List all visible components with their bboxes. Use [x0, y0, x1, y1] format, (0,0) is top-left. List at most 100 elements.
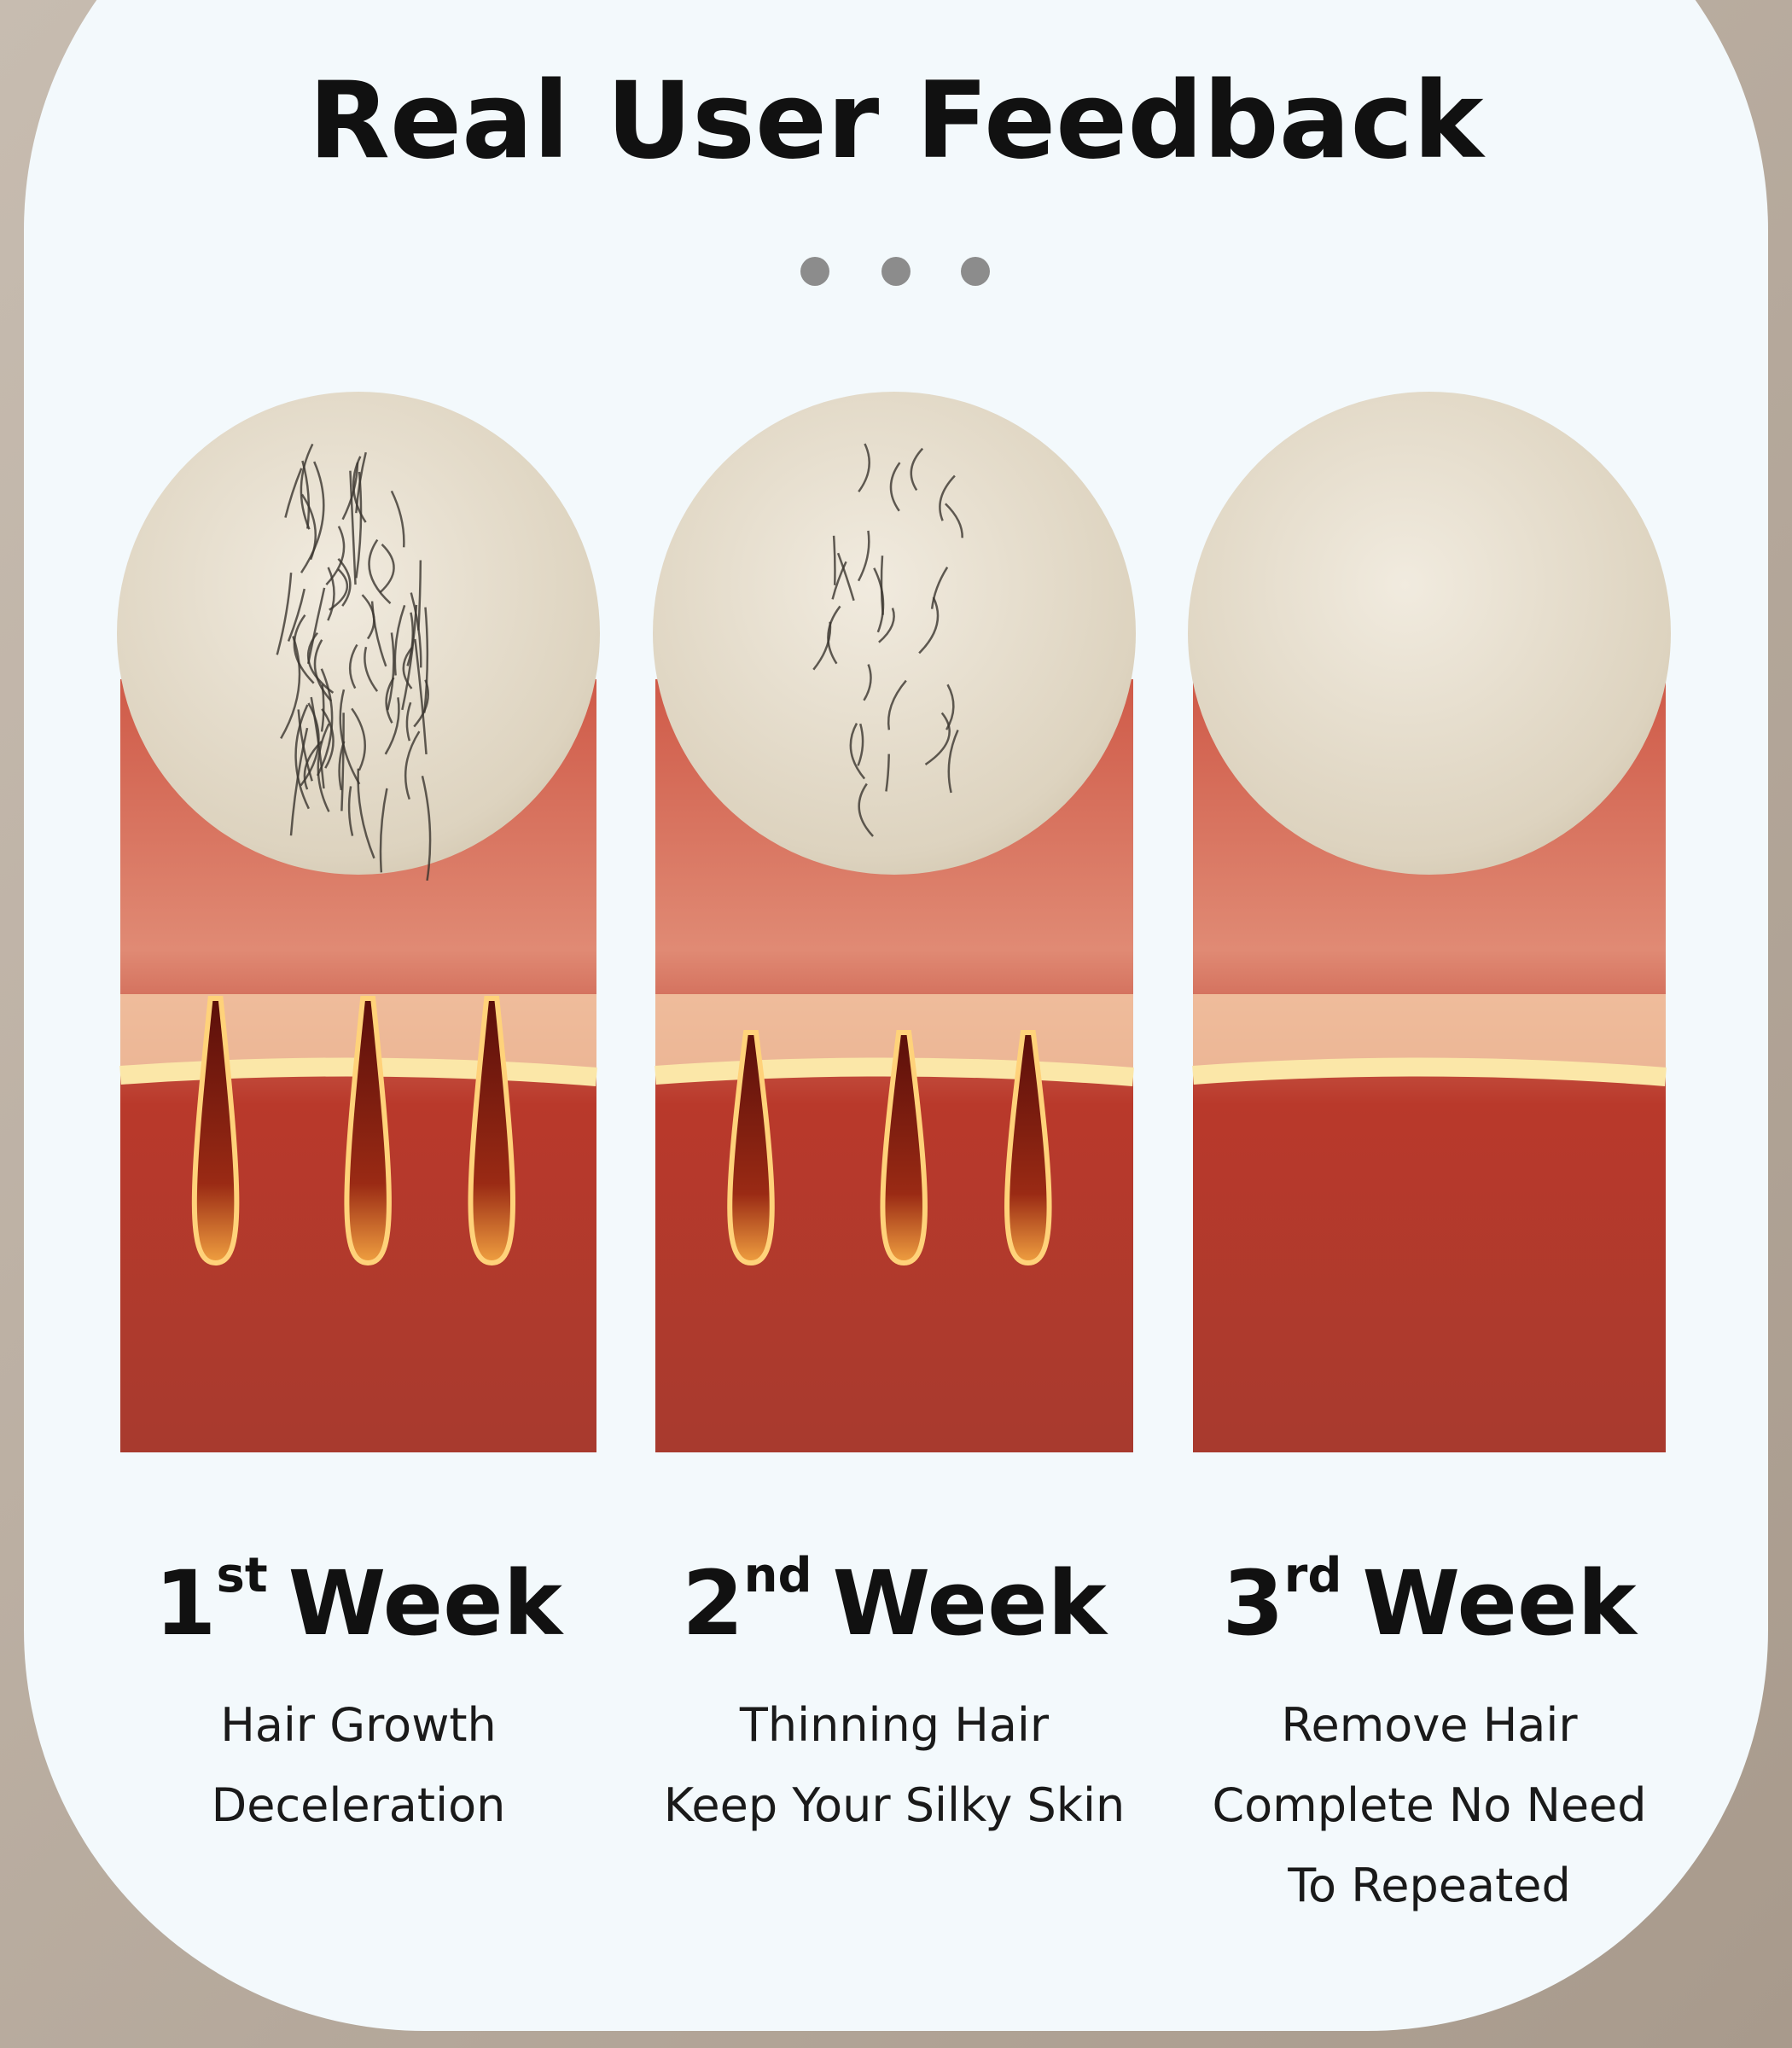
hair [945, 503, 963, 538]
hair [276, 573, 293, 655]
hair [918, 596, 940, 655]
hair [325, 526, 346, 586]
title: Real User Feedback [309, 60, 1486, 183]
hair [340, 713, 345, 812]
skin-photo [117, 392, 600, 875]
description-line: Complete No Need [1212, 1778, 1646, 1832]
hair [939, 474, 956, 521]
dot [800, 257, 829, 286]
hair [306, 587, 326, 665]
hair [351, 707, 366, 771]
week-word: Week [833, 1551, 1109, 1655]
follicle [727, 1030, 775, 1266]
follicle [468, 996, 515, 1266]
week-label: 2nd Week [682, 1548, 1108, 1655]
hair [401, 604, 418, 711]
hair [858, 783, 874, 837]
hair [300, 702, 320, 787]
hair [300, 493, 317, 561]
hair [337, 557, 352, 607]
hair [405, 701, 412, 742]
week-label: 3rd Week [1222, 1548, 1638, 1655]
hair [873, 567, 885, 633]
hair [280, 636, 301, 739]
hair [827, 605, 841, 665]
hair [348, 643, 358, 689]
hair [421, 775, 432, 881]
description-line: Hair Growth [220, 1698, 497, 1752]
hair [924, 712, 951, 765]
week-suffix: nd [744, 1548, 812, 1603]
hair [417, 560, 422, 631]
hair [339, 689, 361, 785]
hair [313, 639, 333, 702]
hair [368, 538, 392, 604]
week-word: Week [1362, 1551, 1638, 1655]
hair [880, 556, 884, 615]
hair [889, 462, 901, 512]
week-number: 3 [1222, 1551, 1283, 1655]
hair [947, 729, 959, 794]
hair [321, 708, 335, 769]
follicle [191, 996, 240, 1266]
hair [327, 567, 335, 621]
hair [347, 786, 354, 836]
hair [863, 664, 872, 701]
hair [857, 530, 870, 582]
hair [832, 535, 836, 585]
follicle [1004, 1030, 1052, 1266]
hair [379, 544, 395, 594]
hair [414, 638, 428, 755]
follicle [880, 1030, 928, 1266]
hair [293, 614, 315, 684]
skin-line [1192, 1057, 1667, 1086]
hair [370, 601, 387, 667]
hair [300, 461, 325, 573]
description-line: Keep Your Silky Skin [664, 1778, 1126, 1832]
follicle [344, 996, 392, 1266]
hair [361, 594, 375, 640]
week-number: 2 [682, 1551, 743, 1655]
hair [858, 443, 870, 492]
hair [352, 456, 367, 523]
hair [355, 451, 367, 514]
panel [653, 392, 1136, 1452]
hair [885, 753, 890, 792]
hair [387, 632, 395, 711]
dot [961, 257, 990, 286]
panel [1188, 392, 1671, 1452]
hair [379, 788, 388, 873]
week-number: 1 [154, 1551, 216, 1655]
hair [390, 490, 405, 548]
hair [945, 684, 955, 730]
hair [930, 567, 949, 609]
description-line: Remove Hair [1281, 1698, 1578, 1752]
dot [881, 257, 911, 286]
hair [423, 607, 429, 713]
hair [287, 588, 305, 642]
hair [338, 741, 346, 791]
skin-photo [653, 392, 1136, 875]
hair [284, 468, 303, 518]
skin-photo [1188, 392, 1671, 875]
hair [300, 443, 314, 530]
hair [836, 552, 855, 602]
hair [393, 604, 406, 676]
hair [297, 709, 313, 782]
week-word: Week [288, 1551, 565, 1655]
hair [849, 723, 866, 780]
hair [831, 561, 847, 600]
hair [384, 697, 400, 755]
hair [812, 621, 832, 671]
hair [404, 730, 421, 800]
hair [413, 679, 429, 728]
panel [117, 392, 600, 1452]
week-suffix: st [217, 1548, 268, 1603]
hair [878, 608, 895, 643]
hair [317, 723, 330, 812]
hair [857, 723, 864, 766]
hair [402, 646, 414, 689]
hair [410, 592, 422, 668]
hair [289, 727, 309, 836]
